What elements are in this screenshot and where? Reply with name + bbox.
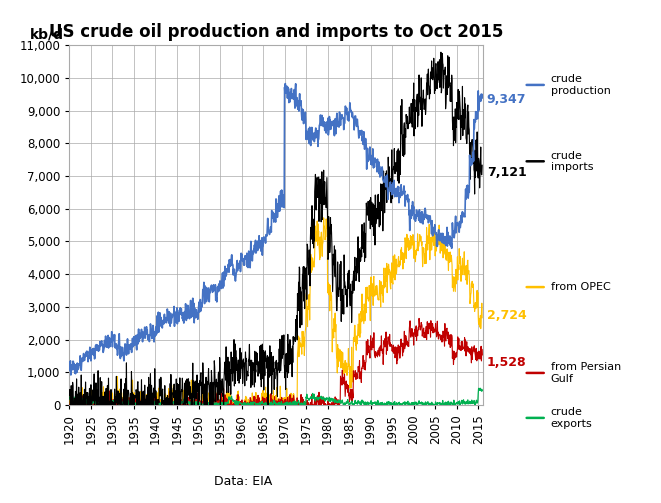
Text: 2,724: 2,724 — [486, 309, 526, 322]
Text: kb/d: kb/d — [30, 28, 64, 42]
Text: 9,347: 9,347 — [486, 93, 526, 106]
Text: 7,121: 7,121 — [486, 165, 526, 179]
Text: from OPEC: from OPEC — [551, 282, 611, 292]
Text: crude
imports: crude imports — [551, 150, 593, 172]
Text: crude
exports: crude exports — [551, 407, 592, 429]
Title: US crude oil production and imports to Oct 2015: US crude oil production and imports to O… — [49, 23, 503, 41]
Text: crude
production: crude production — [551, 74, 611, 96]
Text: from Persian
Gulf: from Persian Gulf — [551, 362, 621, 384]
Text: 1,528: 1,528 — [486, 356, 526, 369]
Text: Data: EIA: Data: EIA — [214, 475, 272, 488]
